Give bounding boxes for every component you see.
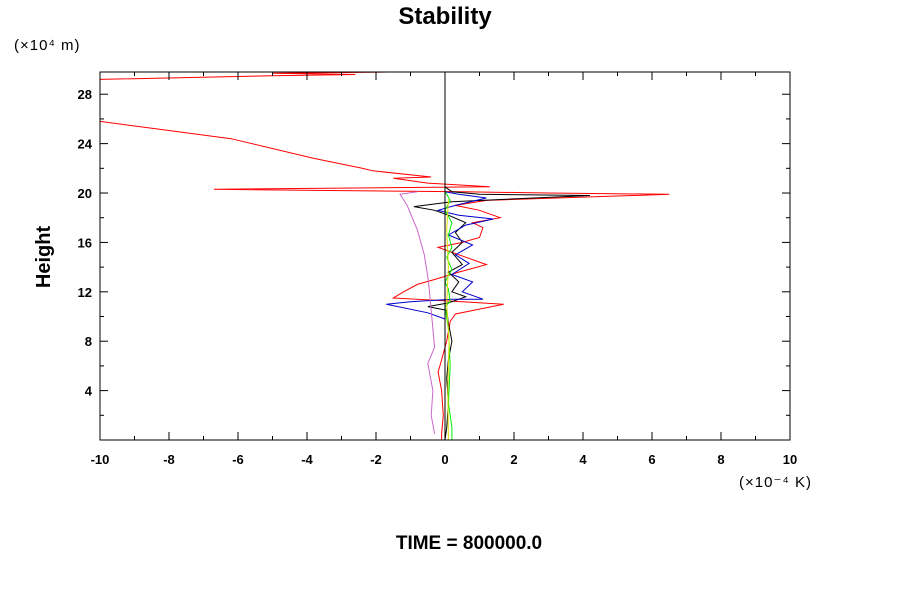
x-tick-label: -8 [163, 452, 175, 467]
x-unit-label: (×10⁻⁴ K) [739, 474, 812, 491]
x-tick-label: 2 [510, 452, 517, 467]
y-tick-label: 8 [85, 334, 92, 349]
series-line-3 [413, 186, 590, 441]
x-tick-label: 10 [783, 452, 797, 467]
x-tick-label: 8 [717, 452, 724, 467]
y-tick-label: 20 [78, 186, 92, 201]
series-line-4 [386, 191, 494, 320]
x-tick-label: -2 [370, 452, 382, 467]
y-axis-label: Height [33, 226, 55, 289]
chart-title: Stability [398, 3, 492, 30]
x-tick-label: 6 [648, 452, 655, 467]
series-layer [99, 71, 670, 441]
x-tick-label: -6 [232, 452, 244, 467]
y-tick-label: 4 [85, 384, 93, 399]
y-tick-label: 12 [78, 285, 92, 300]
y-tick-label: 28 [78, 87, 92, 102]
time-label: TIME = 800000.0 [396, 533, 542, 554]
y-tick-label: 24 [78, 137, 93, 152]
x-tick-label: -4 [301, 452, 313, 467]
series-line-2 [99, 71, 390, 80]
x-tick-label: -10 [91, 452, 110, 467]
y-tick-label: 16 [78, 235, 92, 250]
series-line-6 [444, 191, 453, 440]
y-unit-label: (×10⁴ m) [14, 37, 81, 54]
x-tick-label: 4 [579, 452, 587, 467]
series-line-7 [446, 199, 450, 441]
x-tick-label: 0 [441, 452, 448, 467]
series-line-1 [99, 120, 670, 440]
series-line-5 [399, 191, 436, 434]
